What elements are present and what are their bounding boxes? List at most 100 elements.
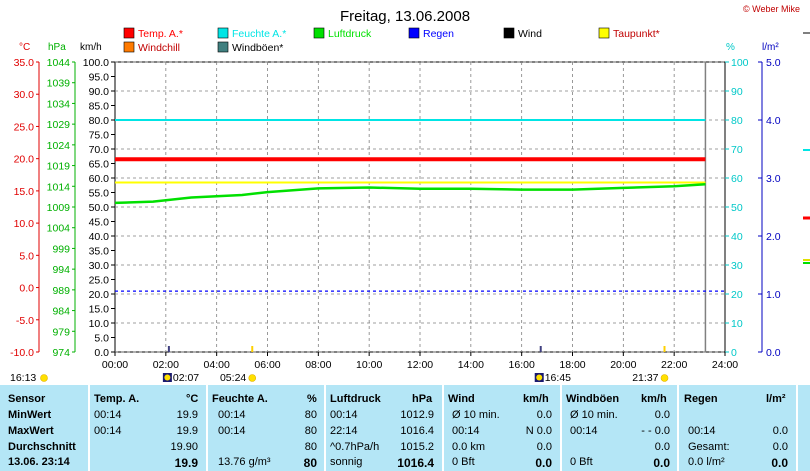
legend-swatch bbox=[123, 27, 135, 39]
wind-axis-tick-label: 75.0 bbox=[89, 130, 110, 142]
temp-axis-tick-label: -5.0 bbox=[16, 315, 34, 327]
header-temp: Temp. A. bbox=[94, 393, 140, 405]
legend-label: Windchill bbox=[138, 42, 180, 54]
pressure-axis-tick-label: 994 bbox=[52, 264, 70, 276]
header-luftdruck: Luftdruck bbox=[330, 393, 381, 405]
table-cell-boe-t: 0 Bft bbox=[570, 456, 593, 468]
table-cell-boe-v: 0.0 bbox=[653, 456, 670, 470]
x-axis-tick-label: 16:00 bbox=[509, 359, 535, 371]
table-cell-wind-v: 0.0 bbox=[536, 409, 552, 421]
header-feuchte-unit: % bbox=[307, 393, 317, 405]
wind-axis-tick-label: 80.0 bbox=[89, 115, 110, 127]
rain-axis-tick-label: 0.0 bbox=[766, 347, 781, 359]
unit-humidity: % bbox=[726, 42, 735, 53]
sun-icon bbox=[660, 374, 669, 382]
table-cell-temp-t: 00:14 bbox=[94, 409, 122, 421]
header-luftdruck-unit: hPa bbox=[412, 393, 433, 405]
table-cell-label: MinWert bbox=[8, 409, 52, 421]
table-cell-label: Durchschnitt bbox=[8, 441, 76, 453]
x-axis: 00:00 02:00 04:00 06:00 08:00 10:00 12:00 14:00… bbox=[102, 352, 738, 371]
marker-time: 02:07 bbox=[173, 372, 199, 384]
table-cell-feu-t: 00:14 bbox=[218, 409, 246, 421]
table-cell-temp-v: 19.90 bbox=[170, 441, 198, 453]
pressure-axis-tick-label: 1004 bbox=[47, 223, 71, 235]
table-cell-feu-t: 00:14 bbox=[218, 425, 246, 437]
legend-label: Regen bbox=[423, 28, 454, 40]
credit-text: © Weber Mike bbox=[743, 4, 800, 14]
wind-axis-tick-label: 50.0 bbox=[89, 202, 110, 214]
legend: Temp. A.* Feuchte A.* Luftdruck Regen Wind Ta… bbox=[123, 27, 660, 54]
table-cell-feu-v: 80 bbox=[303, 456, 317, 470]
x-axis-tick-label: 18:00 bbox=[559, 359, 585, 371]
pressure-axis-tick-label: 1034 bbox=[47, 98, 71, 110]
table-cell-reg-t: 00:14 bbox=[688, 425, 716, 437]
pressure-axis-tick-label: 1044 bbox=[47, 57, 71, 69]
unit-temp: °C bbox=[19, 42, 30, 53]
x-axis-tick-label: 08:00 bbox=[305, 359, 331, 371]
wind-axis-tick-label: 0.0 bbox=[94, 347, 109, 359]
wind-axis-tick-label: 25.0 bbox=[89, 275, 110, 287]
series bbox=[114, 119, 725, 292]
table-cell-temp-t: 00:14 bbox=[94, 425, 122, 437]
table-cell-reg-t: 0.0 l/m² bbox=[688, 456, 725, 468]
x-axis-tick-label: 10:00 bbox=[356, 359, 382, 371]
legend-label: Feuchte A.* bbox=[232, 28, 286, 40]
wind-axis-tick-label: 40.0 bbox=[89, 231, 110, 243]
table-cell-wind-t: 00:14 bbox=[452, 425, 480, 437]
right-edge-indicators bbox=[803, 32, 810, 264]
moon-icon-glyph bbox=[536, 374, 543, 381]
wind-axis-tick-label: 95.0 bbox=[89, 72, 110, 84]
table-cell-wind-v: N 0.0 bbox=[525, 425, 552, 437]
table-cell-reg-v: 0.0 bbox=[772, 441, 788, 453]
table-cell-lp-v: 1015.2 bbox=[400, 441, 434, 453]
table-cell-lp-v: 1016.4 bbox=[400, 425, 434, 437]
humidity-axis-tick-label: 40 bbox=[731, 231, 743, 243]
wind-axis-tick-label: 35.0 bbox=[89, 246, 110, 258]
legend-label: Windböen* bbox=[232, 42, 283, 54]
x-axis-tick-label: 22:00 bbox=[661, 359, 687, 371]
marker-time: 21:37 bbox=[632, 372, 658, 384]
header-boeen-unit: km/h bbox=[641, 393, 667, 405]
table-cell-boe-t: Ø 10 min. bbox=[570, 409, 618, 421]
pressure-axis-tick-label: 1029 bbox=[47, 119, 71, 131]
humidity-axis-tick-label: 0 bbox=[731, 347, 737, 359]
x-axis-tick-label: 24:00 bbox=[712, 359, 738, 371]
wind-axis-tick-label: 10.0 bbox=[89, 318, 110, 330]
legend-label: Luftdruck bbox=[328, 28, 372, 40]
table-cell-temp-v: 19.9 bbox=[176, 425, 198, 437]
table-cell-reg-v: 0.0 bbox=[772, 425, 788, 437]
humidity-axis-tick-label: 100 bbox=[731, 57, 749, 69]
wind-axis-tick-label: 100.0 bbox=[83, 57, 109, 69]
x-axis-tick-label: 20:00 bbox=[610, 359, 636, 371]
temp-axis-tick-label: -10.0 bbox=[10, 347, 34, 359]
table-cell-wind-t: 0.0 km bbox=[452, 441, 486, 453]
pressure-axis-tick-label: 979 bbox=[52, 326, 70, 338]
statistics-table: Sensor Temp. A. °C Feuchte A. % Luftdruc… bbox=[0, 385, 810, 471]
table-cell-lp-v: 1012.9 bbox=[400, 409, 434, 421]
table-cell-boe-t: 00:14 bbox=[570, 425, 598, 437]
wind-axis-tick-label: 55.0 bbox=[89, 188, 110, 200]
x-axis-tick-label: 06:00 bbox=[254, 359, 280, 371]
pressure-axis-tick-label: 1009 bbox=[47, 202, 71, 214]
table-cell-lp-t: 00:14 bbox=[330, 409, 358, 421]
humidity-axis-tick-label: 30 bbox=[731, 260, 743, 272]
table-cell-feu-t: 13.76 g/m³ bbox=[218, 456, 271, 468]
pressure-axis-tick-label: 974 bbox=[52, 347, 70, 359]
sun-icon bbox=[40, 374, 48, 382]
moon-icon-glyph bbox=[164, 374, 171, 381]
table-cell-label: 13.06. 23:14 bbox=[8, 456, 70, 468]
unit-rain: l/m² bbox=[762, 42, 779, 53]
pressure-axis-tick-label: 999 bbox=[52, 243, 70, 255]
pressure-axis-tick-label: 984 bbox=[52, 306, 70, 318]
weather-chart: Freitag, 13.06.2008 © Weber Mike Temp. A… bbox=[10, 4, 810, 384]
marker-time: 16:13 bbox=[10, 372, 36, 384]
table-cell-wind-t: Ø 10 min. bbox=[452, 409, 500, 421]
y-axes: 35.0 30.0 25.0 20.0 15.0 10.0 5.0 0.0 -5.0 -10.0 1… bbox=[10, 57, 781, 359]
header-sensor: Sensor bbox=[8, 393, 46, 405]
temp-axis-tick-label: 25.0 bbox=[14, 121, 35, 133]
sun-moon-markers: 16:13 02:07 05:24 16:45 21:37 bbox=[10, 346, 669, 384]
pressure-axis-tick-label: 1039 bbox=[47, 78, 71, 90]
legend-label: Wind bbox=[518, 28, 542, 40]
table-cell-lp-v: 1016.4 bbox=[397, 456, 434, 470]
temp-axis-tick-label: 35.0 bbox=[14, 57, 35, 69]
